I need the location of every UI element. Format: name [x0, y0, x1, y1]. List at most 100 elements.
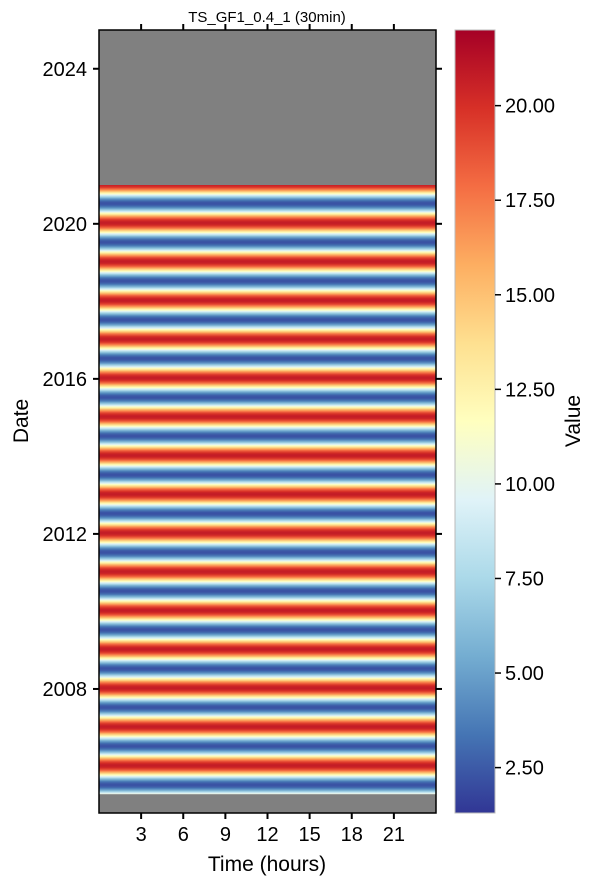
heatmap-row — [99, 315, 436, 317]
heatmap-row — [99, 712, 436, 714]
heatmap-row — [99, 383, 436, 385]
heatmap-row — [99, 574, 436, 577]
heatmap-row — [99, 378, 436, 381]
heatmap-row — [99, 325, 436, 327]
heatmap-row — [99, 628, 436, 630]
heatmap-row — [99, 343, 436, 345]
heatmap-row — [99, 209, 436, 211]
heatmap-row — [99, 471, 436, 473]
heatmap-row — [99, 652, 436, 654]
heatmap-row — [99, 752, 436, 754]
heatmap-row — [99, 758, 436, 761]
heatmap-row — [99, 345, 436, 347]
heatmap-row — [99, 711, 436, 713]
heatmap-row — [99, 298, 436, 300]
heatmap-row — [99, 603, 436, 606]
heatmap-row — [99, 426, 436, 429]
colorbar-tick-label: 15.00 — [505, 285, 555, 307]
heatmap-row — [99, 765, 436, 768]
heatmap-row — [99, 449, 436, 451]
heatmap-row — [99, 671, 436, 673]
heatmap-row — [99, 295, 436, 297]
heatmap-row — [99, 289, 436, 292]
heatmap-row — [99, 357, 436, 360]
heatmap-row — [99, 402, 436, 405]
x-tick-label: 12 — [256, 824, 278, 846]
heatmap-row — [99, 454, 436, 456]
heatmap-row — [99, 476, 436, 478]
x-tick-label: 6 — [178, 824, 189, 846]
heatmap-row — [99, 487, 436, 489]
heatmap-row — [99, 395, 436, 398]
heatmap-row — [99, 667, 436, 669]
heatmap-row — [99, 625, 436, 627]
heatmap-row — [99, 254, 436, 257]
heatmap-row — [99, 690, 436, 692]
heatmap-row — [99, 609, 436, 611]
heatmap-row — [99, 547, 436, 550]
heatmap-row — [99, 344, 436, 347]
heatmap-row — [99, 741, 436, 744]
heatmap-row — [99, 447, 436, 449]
heatmap-row — [99, 243, 436, 246]
x-axis: 3 6 9 12 15 18 21 — [136, 24, 405, 846]
heatmap-row — [99, 761, 436, 764]
heatmap-row — [99, 456, 436, 458]
heatmap-row — [99, 362, 436, 364]
heatmap-row — [99, 550, 436, 553]
heatmap-row — [99, 785, 436, 788]
heatmap-row — [99, 563, 436, 565]
heatmap-row — [99, 281, 436, 283]
heatmap-row — [99, 735, 436, 737]
heatmap-row — [99, 664, 436, 666]
heatmap-row — [99, 664, 436, 667]
heatmap-row — [99, 661, 436, 663]
heatmap-row — [99, 257, 436, 260]
heatmap-row — [99, 727, 436, 730]
heatmap-row — [99, 642, 436, 644]
heatmap-row — [99, 710, 436, 713]
heatmap-row — [99, 246, 436, 248]
heatmap-row — [99, 577, 436, 579]
heatmap-row — [99, 238, 436, 240]
heatmap-row — [99, 773, 436, 775]
heatmap-row — [99, 616, 436, 618]
heatmap-row — [99, 209, 436, 212]
heatmap-row — [99, 409, 436, 412]
heatmap-row — [99, 371, 436, 373]
heatmap-row — [99, 228, 436, 230]
heatmap-row — [99, 382, 436, 385]
heatmap-row — [99, 457, 436, 459]
heatmap-row — [99, 462, 436, 464]
heatmap-row — [99, 447, 436, 450]
heatmap-row — [99, 622, 436, 624]
heatmap-row — [99, 684, 436, 686]
heatmap-row — [99, 654, 436, 657]
heatmap-row — [99, 555, 436, 557]
heatmap-row — [99, 654, 436, 656]
heatmap-row — [99, 561, 436, 564]
heatmap-row — [99, 290, 436, 292]
heatmap-row — [99, 553, 436, 555]
heatmap-row — [99, 581, 436, 583]
heatmap-row — [99, 738, 436, 740]
heatmap-row — [99, 647, 436, 650]
heatmap-row — [99, 785, 436, 787]
heatmap-row — [99, 747, 436, 749]
heatmap-row — [99, 354, 436, 356]
heatmap-row — [99, 284, 436, 286]
heatmap-row — [99, 430, 436, 433]
heatmap-row — [99, 775, 436, 777]
heatmap-row — [99, 468, 436, 470]
heatmap-row — [99, 236, 436, 238]
heatmap-row — [99, 526, 436, 528]
heatmap-row — [99, 319, 436, 322]
heatmap-row — [99, 269, 436, 271]
heatmap-row — [99, 790, 436, 792]
heatmap-row — [99, 326, 436, 328]
heatmap-row — [99, 564, 436, 566]
heatmap-row — [99, 443, 436, 446]
heatmap-row — [99, 416, 436, 419]
heatmap-row — [99, 624, 436, 626]
y-tick-label: 2012 — [43, 524, 88, 546]
